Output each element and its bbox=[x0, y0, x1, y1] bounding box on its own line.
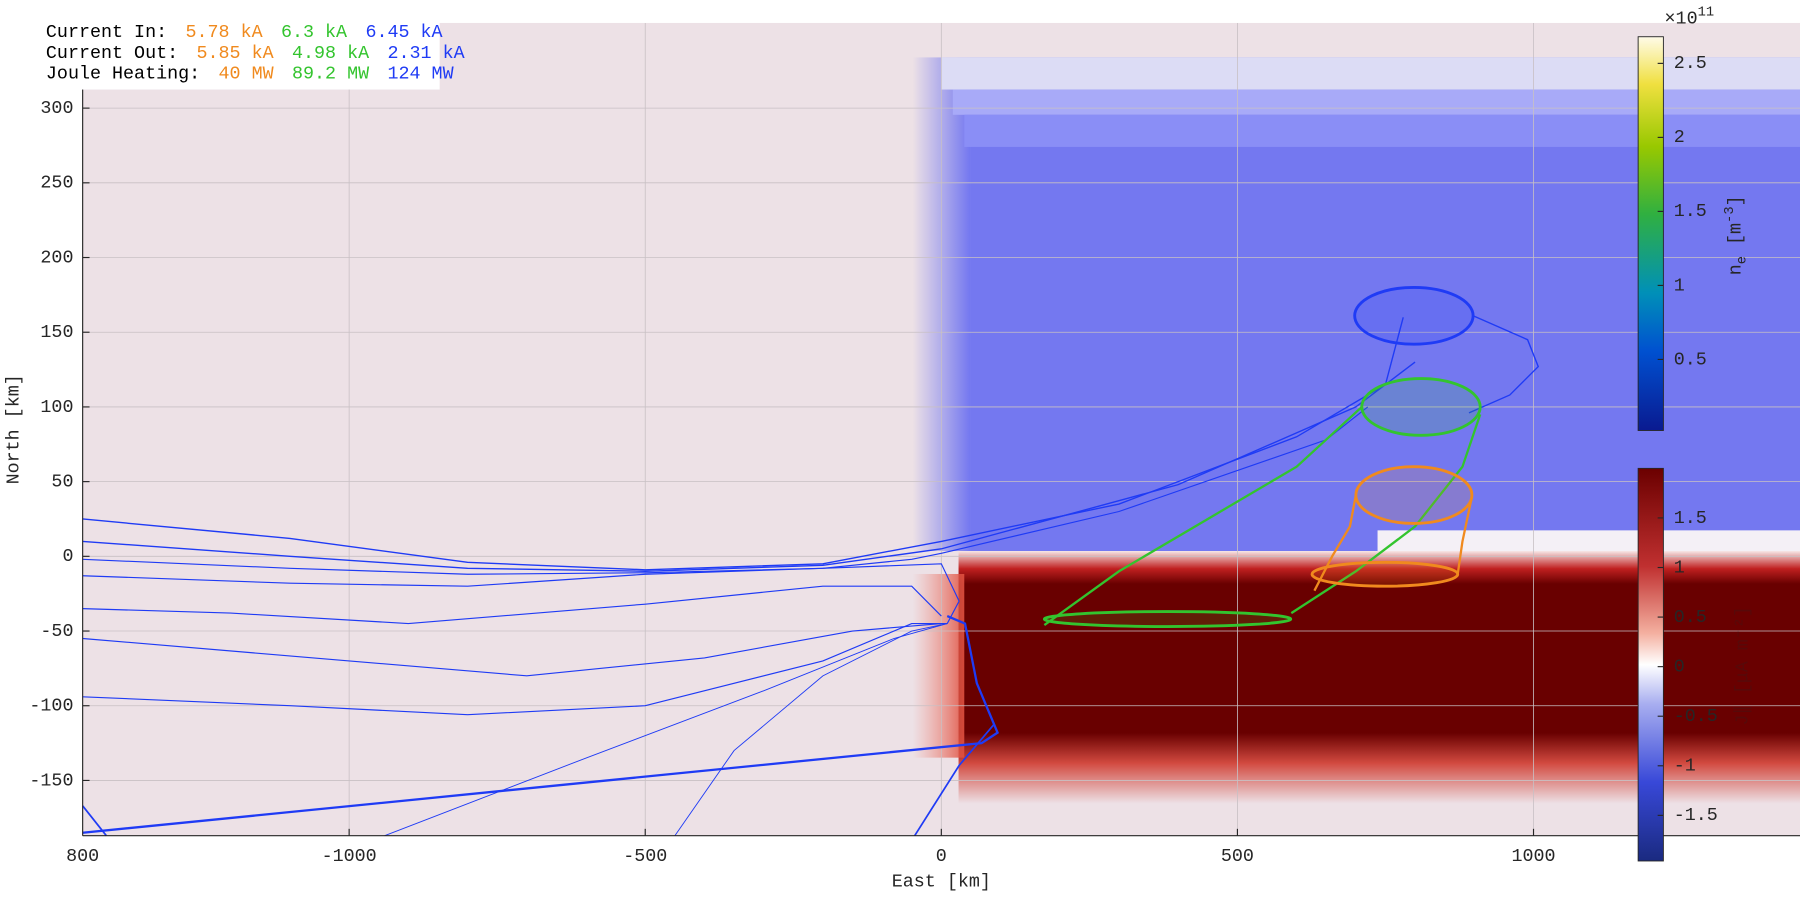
x-tick-label: -1000 bbox=[322, 846, 377, 867]
colorbar-tick-label: 2 bbox=[1674, 127, 1685, 148]
tube-end bbox=[1042, 610, 1293, 628]
field-line bbox=[1043, 406, 1363, 626]
y-tick-label: 0 bbox=[62, 546, 73, 567]
colorbar-tick-label: 1.5 bbox=[1674, 201, 1707, 222]
density-field-band bbox=[952, 89, 1800, 115]
legend-row: Current In: 5.78 kA 6.3 kA 6.45 kA bbox=[46, 22, 444, 43]
x-tick-label: -500 bbox=[623, 846, 667, 867]
colorbar-tick-label: 2.5 bbox=[1674, 53, 1707, 74]
field-line bbox=[82, 622, 948, 716]
ne-unit-end: ] bbox=[1726, 195, 1747, 206]
colorbar-tick-label: 1.5 bbox=[1674, 508, 1707, 529]
exponent: 11 bbox=[1698, 5, 1715, 20]
y-axis-label: North [km] bbox=[4, 374, 25, 484]
colorbar-tick-label: 1 bbox=[1674, 557, 1685, 578]
field-line bbox=[913, 723, 996, 837]
field-line bbox=[82, 615, 1000, 834]
ne-unit-sup: -3 bbox=[1722, 206, 1737, 223]
field-line bbox=[82, 406, 1369, 575]
colorbar-j-label: J∥ [μA m⁻²] bbox=[1732, 606, 1753, 725]
legend-value: 6.3 kA bbox=[281, 22, 348, 43]
y-tick-label: 50 bbox=[51, 471, 73, 492]
tube-end bbox=[1353, 285, 1475, 346]
y-tick-label: 250 bbox=[40, 173, 73, 194]
density-field-band bbox=[941, 57, 1800, 90]
legend-value: 124 MW bbox=[387, 63, 454, 84]
legend-row: Joule Heating: 40 MW 89.2 MW 124 MW bbox=[46, 63, 455, 84]
colorbar-tick-label: 1 bbox=[1674, 275, 1685, 296]
legend-value: 2.31 kA bbox=[387, 43, 465, 64]
field-line bbox=[82, 317, 1404, 571]
field-line bbox=[82, 361, 1416, 572]
colorbar-ne bbox=[1637, 36, 1664, 431]
field-line bbox=[1290, 414, 1482, 615]
ne-unit: [m bbox=[1726, 223, 1747, 256]
y-tick-label: 150 bbox=[40, 322, 73, 343]
colorbar-tick-label: 0 bbox=[1674, 656, 1685, 677]
x-tick-label: 0 bbox=[936, 846, 947, 867]
colorbar-tick-label: 0.5 bbox=[1674, 349, 1707, 370]
field-line bbox=[81, 805, 108, 837]
colorbar-j bbox=[1637, 467, 1664, 862]
field-line bbox=[1313, 494, 1357, 592]
colorbar-tick-label: -1.5 bbox=[1674, 805, 1718, 826]
y-tick-label: 100 bbox=[40, 397, 73, 418]
x-axis-label: East [km] bbox=[892, 871, 991, 892]
y-tick-label: -50 bbox=[40, 621, 73, 642]
legend-value: 40 MW bbox=[219, 63, 275, 84]
field-line bbox=[1468, 315, 1540, 414]
field-line bbox=[82, 563, 960, 624]
x-tick-label: 500 bbox=[1221, 846, 1254, 867]
legend-value: 5.85 kA bbox=[197, 43, 275, 64]
field-line bbox=[1456, 496, 1474, 575]
legend-label: Current Out: bbox=[46, 43, 178, 64]
legend-label: Joule Heating: bbox=[46, 63, 200, 84]
legend-value: 5.78 kA bbox=[185, 22, 263, 43]
y-tick-label: 200 bbox=[40, 247, 73, 268]
tube-end bbox=[1354, 465, 1474, 525]
y-tick-label: -150 bbox=[29, 770, 73, 791]
field-line bbox=[82, 585, 942, 625]
current-field-edge bbox=[912, 573, 965, 758]
corner-label: 800 bbox=[66, 846, 99, 867]
tube-end bbox=[1310, 560, 1460, 588]
legend-label: Current In: bbox=[46, 22, 167, 43]
legend-box bbox=[34, 17, 440, 90]
colorbar-exponent: ×1011 bbox=[1665, 5, 1715, 29]
legend-value: 6.45 kA bbox=[365, 22, 443, 43]
tube-end bbox=[1360, 377, 1482, 437]
legend-row: Current Out: 5.85 kA 4.98 kA 2.31 kA bbox=[46, 43, 466, 64]
colorbar-ne-label: ne [m-3] bbox=[1722, 195, 1750, 275]
exponent-base: ×10 bbox=[1665, 8, 1698, 29]
x-tick-label: 1000 bbox=[1511, 846, 1555, 867]
ne-label-sub: e bbox=[1735, 256, 1750, 264]
ne-label: n bbox=[1726, 264, 1747, 275]
y-tick-label: 300 bbox=[40, 98, 73, 119]
legend-value: 89.2 MW bbox=[292, 63, 370, 84]
field-line bbox=[82, 622, 942, 677]
y-tick-label: -100 bbox=[29, 696, 73, 717]
field-line bbox=[384, 623, 948, 837]
colorbar-tick-label: 0.5 bbox=[1674, 607, 1707, 628]
colorbar-tick-label: -0.5 bbox=[1674, 706, 1718, 727]
legend-value: 4.98 kA bbox=[292, 43, 370, 64]
field-line bbox=[674, 623, 948, 836]
colorbar-tick-label: -1 bbox=[1674, 756, 1696, 777]
